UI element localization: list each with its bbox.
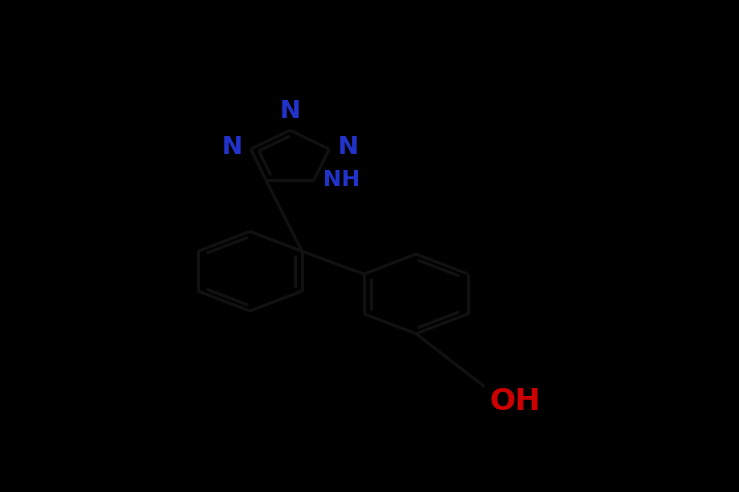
Text: NH: NH bbox=[323, 170, 360, 189]
Text: N: N bbox=[279, 99, 300, 123]
Text: OH: OH bbox=[489, 387, 540, 416]
Text: N: N bbox=[221, 135, 242, 159]
Text: N: N bbox=[338, 135, 358, 159]
